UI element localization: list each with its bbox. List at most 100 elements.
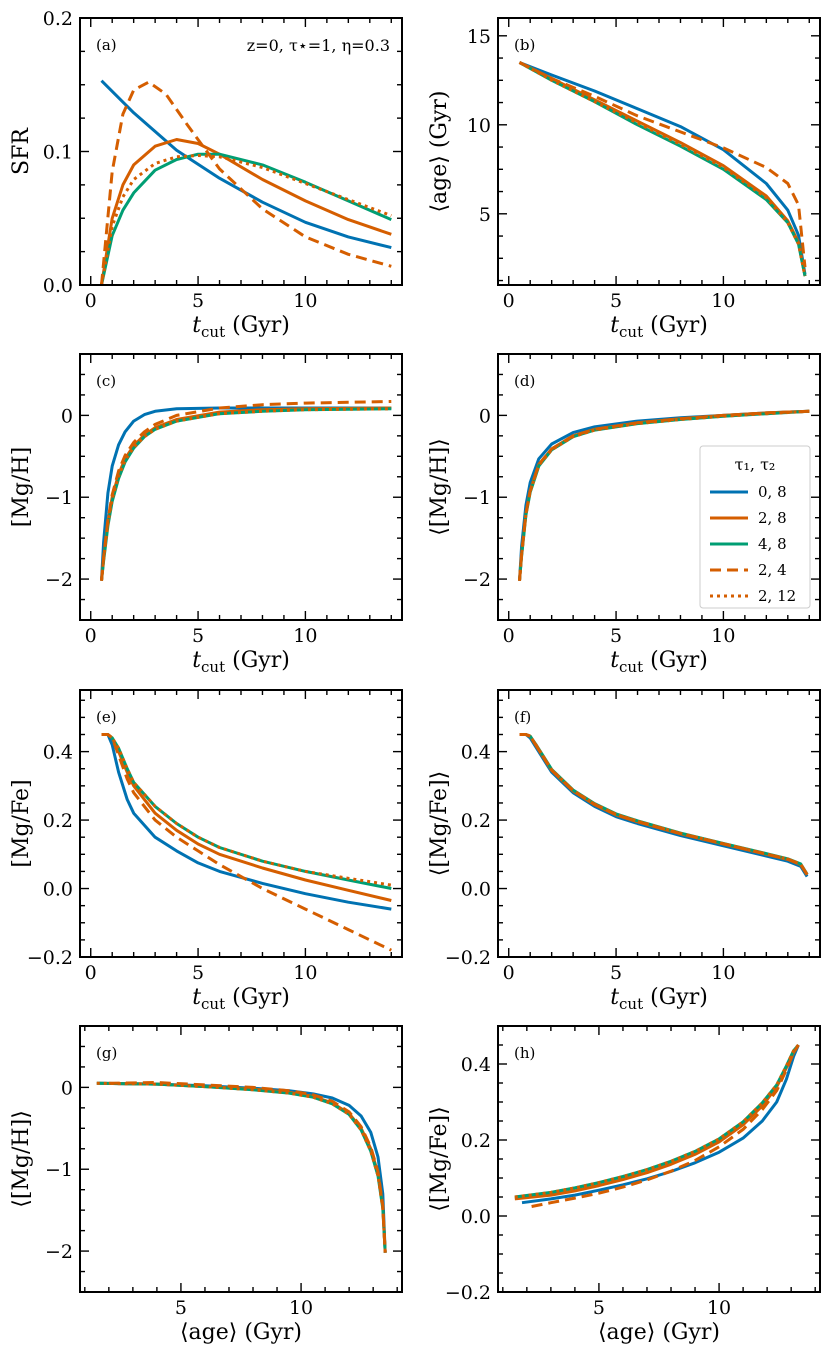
panel-tag: (d) [514, 372, 535, 390]
x-axis-label: tcut (Gyr) [192, 648, 290, 676]
series-line-e-1 [101, 733, 392, 902]
y-tick-label: 0.4 [461, 1054, 491, 1076]
series-line-e-0 [101, 733, 392, 911]
series-line-b-4 [518, 61, 807, 277]
panel-g: 5 10 −2 −1 0 ⟨age⟩ (Gyr) ⟨[Mg/H]⟩ (g) [9, 1025, 403, 1345]
panel-c: 0 5 10 −2 −1 0 tcut (Gyr) [Mg/H] (c) [9, 353, 403, 676]
x-tick-label: 10 [293, 290, 317, 312]
y-tick-label: 0.0 [43, 275, 73, 297]
x-tick-label: 10 [289, 1297, 313, 1319]
x-tick-label: 0 [85, 962, 97, 984]
series-line-e-3 [101, 733, 392, 952]
series-line-h-4 [514, 1044, 800, 1199]
series-line-f-0 [519, 733, 809, 878]
axes-frame [497, 17, 821, 286]
panel-a: 0 5 10 0.0 0.1 0.2 tcut (Gyr) SFR (a) z=0, τ⋆=1, … [9, 8, 403, 341]
x-axis-label: tcut (Gyr) [192, 313, 290, 341]
axes-frame [79, 353, 403, 621]
y-tick-label: 0 [61, 405, 73, 427]
panel-tag: (h) [514, 1044, 535, 1062]
series-line-h-3 [531, 1044, 800, 1208]
series-line-b-0 [518, 61, 807, 275]
series-line-b-1 [518, 61, 807, 277]
x-tick-label: 0 [85, 290, 97, 312]
x-tick-label: 10 [711, 625, 735, 647]
x-tick-label: 5 [610, 625, 622, 647]
x-axis-label: ⟨age⟩ (Gyr) [180, 1320, 302, 1345]
x-tick-label: 5 [192, 290, 204, 312]
series-line-c-4 [100, 407, 392, 581]
panel-tag: (f) [514, 708, 531, 726]
axes-frame [497, 689, 821, 958]
y-tick-label: −1 [463, 487, 491, 509]
x-tick-label: 0 [503, 290, 515, 312]
series-line-f-4 [519, 733, 809, 876]
legend-label: 2, 4 [758, 561, 787, 579]
series-line-a-3 [100, 80, 392, 285]
y-tick-label: 5 [479, 204, 491, 226]
axes-frame [79, 689, 403, 958]
x-tick-label: 0 [85, 625, 97, 647]
panel-f: 0 5 10 −0.2 0.0 0.2 0.4 tcut (Gyr) ⟨[Mg/Fe]⟩ (f) [427, 689, 821, 1013]
y-axis-label: [Mg/H] [9, 447, 34, 527]
x-axis-label: tcut (Gyr) [610, 313, 708, 341]
x-tick-label: 5 [192, 625, 204, 647]
x-tick-label: 5 [175, 1297, 187, 1319]
series-line-c-1 [100, 406, 392, 581]
panel-e: 0 5 10 −0.2 0.0 0.2 0.4 tcut (Gyr) [Mg/Fe] (e) [9, 689, 403, 1013]
panel-annotation: z=0, τ⋆=1, η=0.3 [247, 36, 390, 55]
y-axis-label: SFR [9, 127, 34, 175]
x-tick-label: 10 [711, 290, 735, 312]
y-tick-label: 10 [467, 115, 491, 137]
series-line-d-4 [518, 409, 810, 581]
series-line-e-4 [101, 733, 392, 887]
x-tick-label: 10 [293, 625, 317, 647]
y-tick-label: 0.2 [461, 1130, 491, 1152]
axes-frame [79, 17, 403, 286]
x-tick-label: 0 [503, 625, 515, 647]
y-axis-label: ⟨[Mg/H]⟩ [427, 438, 452, 536]
y-tick-label: 0.0 [461, 1206, 491, 1228]
panel-b: 0 5 10 5 10 15 tcut (Gyr) ⟨age⟩ (Gyr) (b) [427, 17, 821, 341]
series-line-b-2 [518, 61, 807, 277]
x-tick-label: 0 [503, 962, 515, 984]
y-tick-label: −1 [45, 1159, 73, 1181]
x-axis-label: tcut (Gyr) [192, 985, 290, 1013]
y-tick-label: 0.2 [43, 8, 73, 30]
x-axis-label: tcut (Gyr) [610, 648, 708, 676]
panel-tag: (b) [514, 36, 535, 54]
y-tick-label: 0.2 [461, 810, 491, 832]
y-tick-label: 0.0 [43, 879, 73, 901]
y-tick-label: −1 [45, 487, 73, 509]
series-line-h-2 [514, 1044, 800, 1199]
x-axis-label: ⟨age⟩ (Gyr) [598, 1320, 720, 1345]
series-line-g-2 [96, 1081, 387, 1253]
legend-label: 2, 8 [758, 509, 787, 527]
y-tick-label: −2 [45, 1241, 73, 1263]
legend-label: 4, 8 [758, 535, 787, 553]
y-tick-label: 0.2 [43, 810, 73, 832]
x-tick-label: 10 [707, 1297, 731, 1319]
legend: τ₁, τ₂ 0, 8 2, 8 4, 8 2, 4 2, 12 [699, 445, 811, 609]
axes-frame [497, 1025, 821, 1293]
series-line-c-3 [100, 400, 392, 581]
legend-title: τ₁, τ₂ [735, 455, 776, 474]
y-axis-label: ⟨[Mg/Fe]⟩ [427, 1106, 452, 1211]
panel-d: 0 5 10 −2 −1 0 tcut (Gyr) ⟨[Mg/H]⟩ (d) τ₁, τ₂ 0, 8… [427, 353, 821, 676]
panel-h: 5 10 −0.2 0.0 0.2 0.4 ⟨age⟩ (Gyr) ⟨[Mg/Fe]⟩ (h) [427, 1025, 821, 1345]
y-tick-label: 15 [467, 26, 491, 48]
series-line-c-0 [100, 406, 392, 581]
y-tick-label: −0.2 [445, 1282, 491, 1304]
y-tick-label: 0.1 [43, 142, 73, 164]
panel-tag: (c) [96, 372, 116, 390]
panel-tag: (e) [96, 708, 117, 726]
y-axis-label: [Mg/Fe] [9, 779, 34, 867]
series-line-b-3 [518, 61, 807, 268]
y-tick-label: 0.4 [461, 742, 491, 764]
series-line-h-0 [521, 1044, 800, 1205]
y-tick-label: −0.2 [445, 947, 491, 969]
series-line-g-3 [108, 1081, 387, 1253]
x-axis-label: tcut (Gyr) [610, 985, 708, 1013]
y-tick-label: 0.0 [461, 879, 491, 901]
legend-box [699, 445, 811, 609]
